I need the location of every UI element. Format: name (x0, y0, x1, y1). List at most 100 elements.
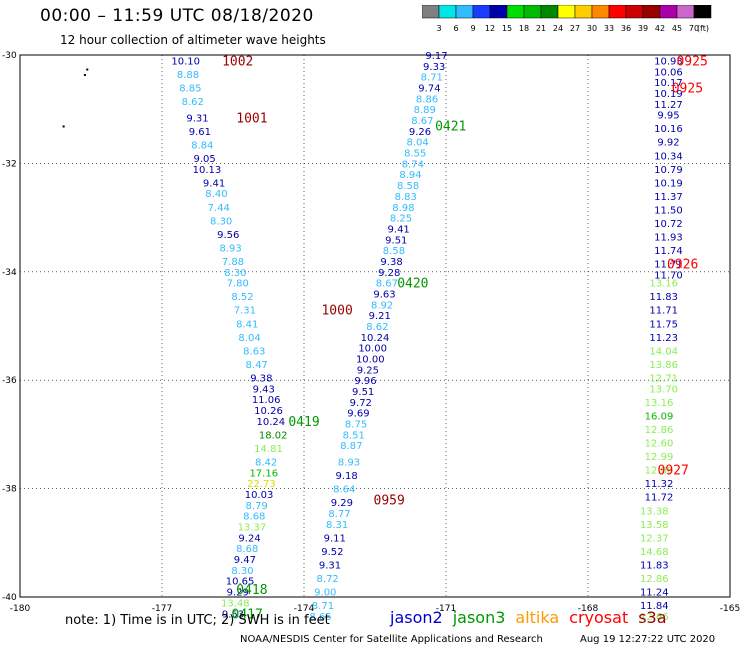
pass-time-label: 1002 (222, 54, 253, 69)
colorbar-tick: 45 (672, 24, 682, 33)
wave-height-label: 13.70 (649, 384, 678, 395)
plot-frame (19, 54, 731, 598)
wave-height-label: 9.24 (238, 533, 260, 544)
wave-height-label: 12.66 (640, 612, 669, 623)
wave-height-label: 9.51 (352, 387, 374, 398)
colorbar-tick: 21 (536, 24, 546, 33)
chart-title: 00:00 – 11:59 UTC 08/18/2020 (40, 6, 314, 26)
wave-height-label: 8.72 (317, 574, 339, 585)
y-tick-label: -30 (2, 51, 17, 61)
wave-height-label: 10.26 (254, 406, 283, 417)
y-tick-label: -32 (2, 159, 17, 169)
wave-height-label: 9.72 (350, 398, 372, 409)
wave-height-label: 13.16 (649, 279, 678, 290)
wave-height-label: 8.04 (238, 333, 260, 344)
wave-height-label: 8.87 (340, 441, 362, 452)
wave-height-label: 8.68 (236, 544, 258, 555)
wave-height-label: 8.92 (371, 300, 393, 311)
wave-height-label: 9.96 (354, 376, 376, 387)
wave-height-label: 8.89 (414, 105, 436, 116)
pass-time-label: 0927 (658, 464, 689, 479)
wave-height-label: 14.04 (649, 346, 678, 357)
wave-height-label: 12.60 (645, 439, 674, 450)
wave-height-label: 8.88 (177, 70, 199, 81)
wave-height-label: 10.93 (654, 56, 683, 67)
wave-height-label: 10.24 (361, 333, 390, 344)
colorbar-tick: 3 (436, 24, 441, 33)
wave-height-label: 11.06 (252, 395, 281, 406)
wave-height-label: 9.33 (423, 62, 445, 73)
wave-height-label: 12.71 (649, 373, 678, 384)
colorbar-tick: 39 (638, 24, 648, 33)
wave-height-label: 10.34 (654, 151, 683, 162)
wave-height-label: 14.81 (254, 444, 283, 455)
pass-time-label: 0959 (374, 493, 405, 508)
wave-height-label: 11.72 (645, 493, 674, 504)
satellite-legend-item: altika (515, 608, 560, 627)
footnote: note: 1) Time is in UTC; 2) SWH is in fe… (65, 613, 330, 628)
pass-time-label: 0925 (672, 82, 703, 97)
wave-height-label: 9.69 (347, 409, 369, 420)
wave-height-label: 9.61 (189, 127, 211, 138)
credit-line: NOAA/NESDIS Center for Satellite Applica… (240, 634, 543, 645)
wave-height-label: 8.30 (210, 216, 232, 227)
pass-time-label: 0925 (676, 54, 707, 69)
wave-height-label: 7.80 (227, 279, 249, 290)
wave-height-label: 8.71 (312, 601, 334, 612)
wave-height-label: 9.11 (324, 533, 346, 544)
wave-height-label: 8.62 (366, 322, 388, 333)
colorbar-tick: 70 (689, 24, 699, 33)
wave-height-label: 8.93 (220, 243, 242, 254)
colorbar-tick: 18 (519, 24, 529, 33)
wave-height-label: 9.63 (373, 289, 395, 300)
wave-height-label: 9.51 (385, 235, 407, 246)
wave-height-label: 8.85 (179, 84, 201, 95)
colorbar-tick: 6 (453, 24, 458, 33)
wave-height-label: 8.64 (333, 485, 355, 496)
wave-height-label: 8.84 (191, 140, 213, 151)
wave-height-label: 9.31 (186, 113, 208, 124)
x-tick-label: -174 (294, 604, 315, 614)
wave-height-label: 12.86 (645, 466, 674, 477)
y-tick-label: -40 (2, 593, 17, 603)
colorbar-swatch (693, 5, 712, 19)
color-scale-legend: 3 6 9 12 15 18 21 24 27 30 33 36 39 42 45 70(ft) (422, 5, 712, 33)
wave-height-label: 9.53 (222, 609, 244, 620)
colorbar-tick: 12 (485, 24, 495, 33)
wave-height-label: 8.94 (399, 170, 421, 181)
wave-height-label: 8.83 (395, 192, 417, 203)
pass-time-label: 0417 (232, 607, 263, 622)
wave-height-label: 7.88 (222, 257, 244, 268)
wave-height-label: 8.47 (246, 360, 268, 371)
wave-height-label: 13.37 (238, 523, 267, 534)
wave-height-label: 8.30 (231, 566, 253, 577)
wave-height-label: 11.93 (654, 233, 683, 244)
wave-height-label: 11.83 (649, 292, 678, 303)
stray-dot (62, 125, 65, 128)
wave-height-label: 9.92 (657, 138, 679, 149)
wave-height-label: 8.65 (309, 612, 331, 623)
wave-height-label: 11.71 (649, 306, 678, 317)
wave-height-label: 9.56 (217, 230, 239, 241)
wave-height-label: 8.31 (326, 520, 348, 531)
wave-height-label: 8.55 (404, 149, 426, 160)
wave-height-label: 9.29 (227, 588, 249, 599)
wave-height-label: 12.99 (645, 452, 674, 463)
wave-height-label: 12.86 (645, 425, 674, 436)
wave-height-label: 11.75 (649, 319, 678, 330)
colorbar-tick: 42 (655, 24, 665, 33)
pass-time-label: 0420 (397, 277, 428, 292)
wave-height-label: 9.41 (203, 178, 225, 189)
wave-height-label: 8.30 (224, 268, 246, 279)
wave-height-label: 9.52 (321, 547, 343, 558)
wave-height-label: 10.03 (245, 490, 274, 501)
wave-height-label: 10.19 (654, 89, 683, 100)
wave-height-label: 8.71 (421, 73, 443, 84)
wave-height-label: 22.73 (247, 479, 276, 490)
x-tick-label: -168 (578, 604, 599, 614)
wave-height-label: 9.00 (314, 588, 336, 599)
wave-height-label: 11.84 (640, 601, 669, 612)
colorbar-tick: 9 (470, 24, 475, 33)
wave-height-label: 9.28 (378, 268, 400, 279)
stray-dot (83, 73, 86, 76)
